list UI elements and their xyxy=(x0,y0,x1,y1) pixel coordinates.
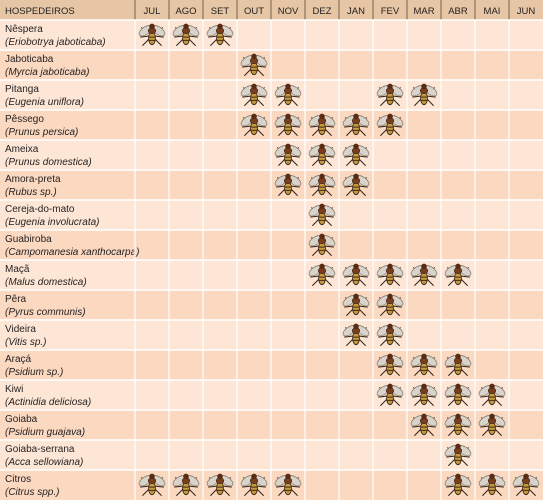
host-name: Kiwi xyxy=(5,384,23,395)
host-scientific: (Psidium sp.) xyxy=(5,367,63,378)
host-name: Pêra xyxy=(5,294,27,305)
host-scientific: (Eugenia involucrata) xyxy=(5,217,100,228)
host-scientific: (Pyrus communis) xyxy=(5,307,86,318)
host-scientific: (Prunus domestica) xyxy=(5,157,92,168)
month-label: JAN xyxy=(347,6,365,17)
host-scientific: (Actinidia deliciosa) xyxy=(5,397,91,408)
host-name: Guabiroba xyxy=(5,234,52,245)
host-name: Cereja-do-mato xyxy=(5,204,75,215)
host-scientific: (Acca sellowiana) xyxy=(5,457,83,468)
month-label: JUL xyxy=(144,6,161,17)
host-scientific: (Citrus spp.) xyxy=(5,487,59,498)
month-label: FEV xyxy=(381,6,400,17)
host-name: Jaboticaba xyxy=(5,54,54,65)
host-scientific: (Myrcia jaboticaba) xyxy=(5,67,89,78)
host-name: Citros xyxy=(5,474,31,485)
month-label: MAI xyxy=(484,6,501,17)
host-name: Goiaba xyxy=(5,414,38,425)
month-label: NOV xyxy=(278,6,299,17)
host-name: Pêssego xyxy=(5,114,44,125)
host-name: Maçã xyxy=(5,264,30,275)
host-scientific: (Psidium guajava) xyxy=(5,427,85,438)
month-label: SET xyxy=(211,6,230,17)
host-name: Pitanga xyxy=(5,84,39,95)
host-scientific: (Rubus sp.) xyxy=(5,187,57,198)
host-name: Nêspera xyxy=(5,24,43,35)
month-label: AGO xyxy=(175,6,196,17)
host-name: Amora-preta xyxy=(5,174,61,185)
month-label: ABR xyxy=(448,6,468,17)
host-name: Araçá xyxy=(5,354,32,365)
header-label: HOSPEDEIROS xyxy=(5,6,75,17)
host-name: Ameixa xyxy=(5,144,39,155)
month-label: OUT xyxy=(244,6,264,17)
host-scientific: (Eugenia uniflora) xyxy=(5,97,84,108)
host-scientific: (Campomanesia xanthocarpa) xyxy=(5,247,140,258)
host-name: Videira xyxy=(5,324,36,335)
host-scientific: (Eriobotrya jaboticaba) xyxy=(5,37,106,48)
month-label: DEZ xyxy=(313,6,332,17)
month-label: JUN xyxy=(517,6,536,17)
host-scientific: (Prunus persica) xyxy=(5,127,78,138)
host-scientific: (Malus domestica) xyxy=(5,277,87,288)
host-scientific: (Vitis sp.) xyxy=(5,337,47,348)
month-label: MAR xyxy=(413,6,434,17)
host-name: Goiaba-serrana xyxy=(5,444,75,455)
